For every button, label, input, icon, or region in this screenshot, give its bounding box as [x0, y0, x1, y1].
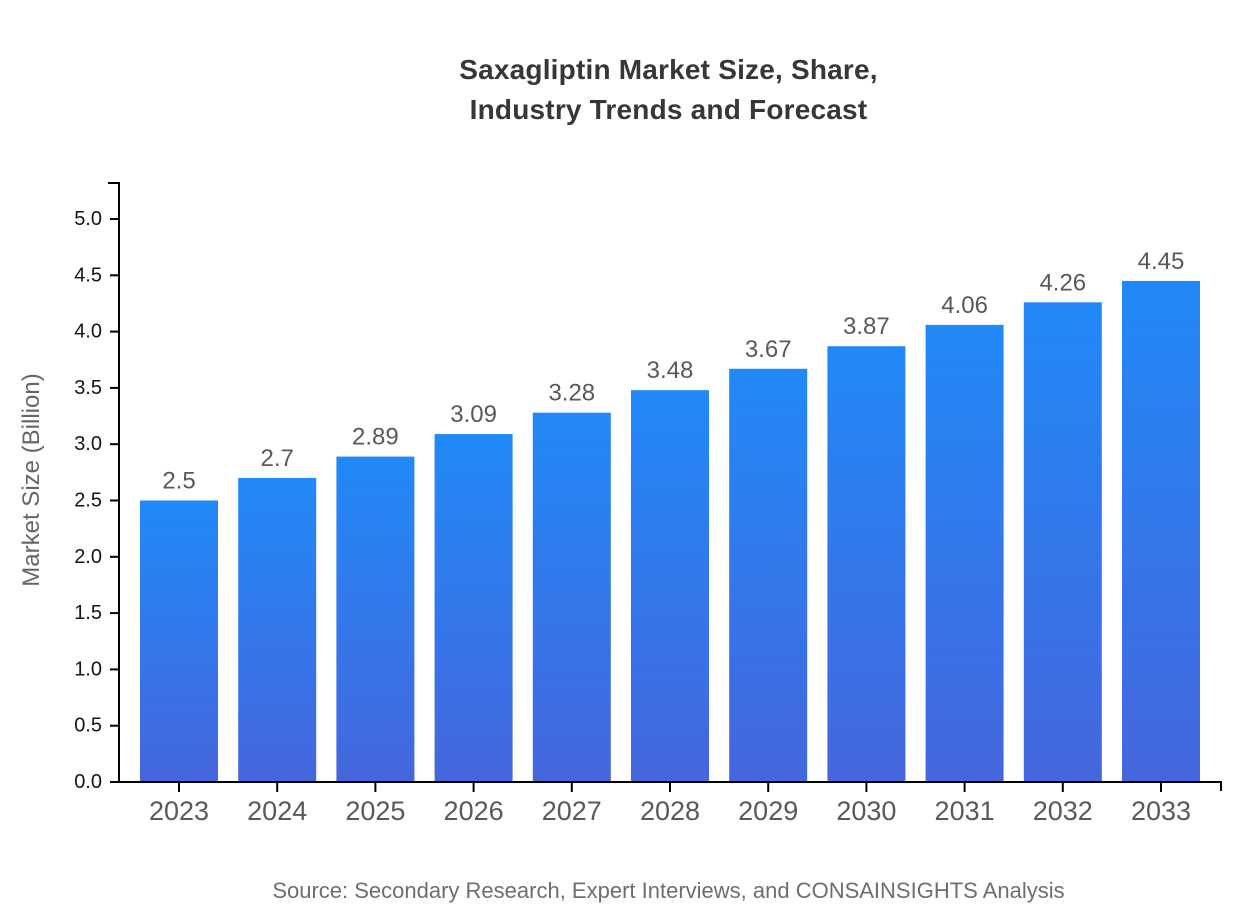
y-tick-label: 3.5 [74, 377, 102, 399]
y-tick-label: 1.5 [74, 602, 102, 624]
y-tick-label: 2.5 [74, 490, 102, 512]
x-tick-label: 2026 [444, 796, 504, 826]
y-tick-label: 5.0 [74, 208, 102, 230]
chart-title: Saxagliptin Market Size, Share, Industry… [115, 50, 1222, 130]
bar-value-label: 3.28 [548, 380, 595, 407]
x-tick-label: 2033 [1131, 796, 1191, 826]
y-tick-label: 4.0 [74, 321, 102, 343]
bar-value-label: 3.48 [647, 357, 694, 384]
x-tick-label: 2030 [836, 796, 896, 826]
y-tick-label: 4.5 [74, 264, 102, 286]
bar-2033 [1122, 280, 1200, 781]
source-text: Source: Secondary Research, Expert Inter… [272, 878, 1065, 903]
bar-2025 [336, 456, 415, 781]
bar-2030 [827, 346, 906, 781]
bar-2026 [434, 434, 513, 781]
chart-title-line2: Industry Trends and Forecast [469, 94, 868, 125]
bar-2032 [1023, 302, 1102, 781]
x-tick-label: 2024 [247, 796, 307, 826]
bar-value-label: 3.87 [843, 313, 890, 340]
bar-value-label: 4.45 [1138, 248, 1185, 275]
y-tick-label: 0.5 [74, 715, 102, 737]
x-tick-label: 2028 [640, 796, 700, 826]
bar-value-label: 2.7 [261, 445, 294, 472]
y-tick-label: 1.0 [74, 658, 102, 680]
bar-value-label: 2.89 [352, 424, 399, 451]
bar-value-label: 2.5 [162, 468, 195, 495]
bar-2031 [925, 324, 1004, 781]
bar-2023 [140, 500, 218, 781]
y-tick-label: 2.0 [74, 546, 102, 568]
bar-2027 [532, 412, 611, 781]
bar-value-label: 3.67 [745, 336, 792, 363]
chart-title-line1: Saxagliptin Market Size, Share, [459, 54, 878, 85]
x-tick-label: 2029 [738, 796, 798, 826]
bar-2028 [631, 390, 709, 781]
x-tick-label: 2032 [1033, 796, 1093, 826]
bar-value-label: 3.09 [450, 401, 497, 428]
x-tick-label: 2031 [935, 796, 995, 826]
y-tick-label: 0.0 [74, 771, 102, 793]
x-tick-label: 2027 [542, 796, 602, 826]
x-tick-label: 2025 [345, 796, 405, 826]
bar-2024 [238, 477, 317, 781]
bar-2029 [729, 368, 808, 781]
x-tick-label: 2023 [149, 796, 209, 826]
y-tick-label: 3.0 [74, 433, 102, 455]
bar-value-label: 4.06 [941, 292, 988, 319]
bar-value-label: 4.26 [1039, 269, 1086, 296]
